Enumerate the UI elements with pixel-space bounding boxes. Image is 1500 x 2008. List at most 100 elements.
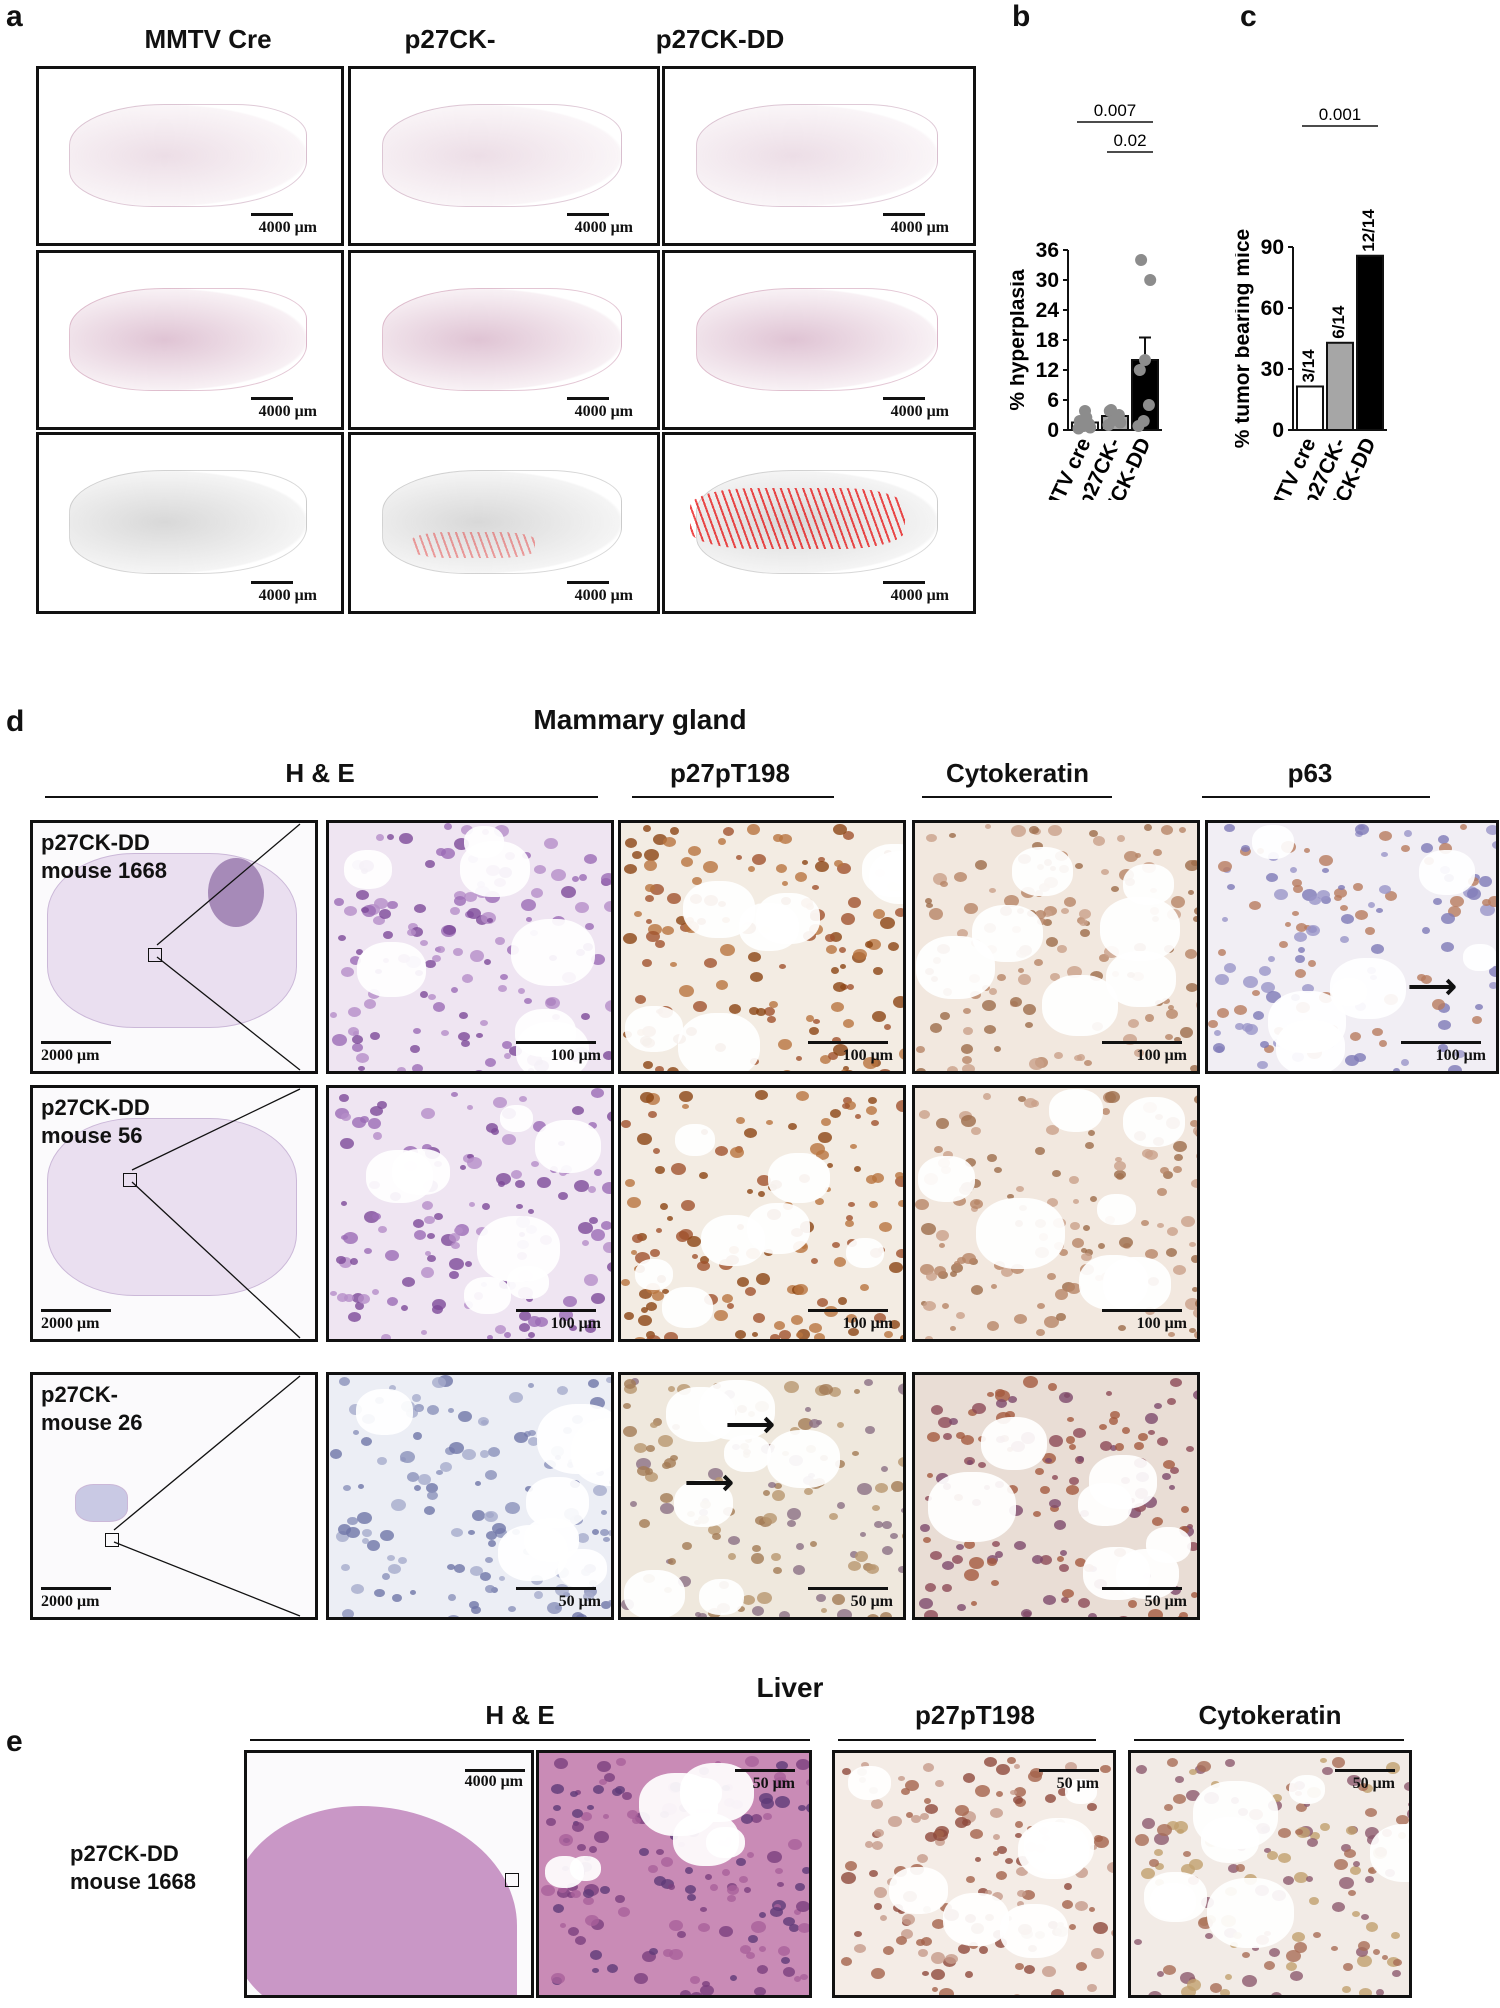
scale-bar-zoom-bar xyxy=(1102,1587,1182,1590)
y-tick-label: 30 xyxy=(1261,358,1284,381)
y-tick-label: 12 xyxy=(1036,359,1059,382)
scale-bar-zoom-text: 50 μm xyxy=(1144,1593,1187,1610)
scale-bar-4000-text: 4000 μm xyxy=(574,587,633,604)
mammary-gland-title: Mammary gland xyxy=(533,704,747,735)
panel-label-d: d xyxy=(6,705,25,738)
y-tick-label: 18 xyxy=(1036,329,1060,352)
bar-count-label: 6/14 xyxy=(1329,305,1348,339)
liver-cytokeratin-image: 50 μm xyxy=(1128,1750,1412,1998)
data-point xyxy=(1133,364,1146,376)
row3-overview-image: p27CK-mouse 26 2000 μm xyxy=(30,1372,318,1620)
scale-bar-4000: 4000 μm xyxy=(883,213,949,237)
scale-bar-liver-overview-text: 4000 μm xyxy=(464,1773,523,1790)
bar-count-label: 12/14 xyxy=(1359,209,1378,252)
scale-bar-4000-text: 4000 μm xyxy=(574,403,633,420)
scale-bar-4000-bar xyxy=(251,213,293,216)
scale-bar-overview-text: 2000 μm xyxy=(41,1593,100,1610)
scale-bar-4000: 4000 μm xyxy=(251,397,317,421)
scale-bar-4000-text: 4000 μm xyxy=(890,219,949,236)
y-axis-label: % hyperplasia xyxy=(1010,269,1029,411)
histology-texture xyxy=(915,1088,1197,1339)
mammary-tissue-image xyxy=(381,470,623,575)
histology-texture xyxy=(329,1375,611,1617)
scale-bar-zoom: 100 μm xyxy=(1102,1309,1187,1333)
histology-texture xyxy=(329,1088,611,1339)
liver-p27pt198-image: 50 μm xyxy=(832,1750,1116,1998)
scale-bar-overview-bar xyxy=(41,1041,111,1044)
whole-mount-r2-c2: 4000 μm xyxy=(348,250,660,430)
scale-bar-4000-bar xyxy=(251,397,293,400)
scale-bar-overview: 2000 μm xyxy=(41,1041,111,1065)
bar-count-label: 3/14 xyxy=(1299,349,1318,383)
data-point xyxy=(1142,399,1155,411)
zoom-region-box xyxy=(148,948,162,962)
data-point xyxy=(1084,421,1097,434)
whole-mount-r2-c3: 4000 μm xyxy=(662,250,976,430)
row1-p27pt198-image: 100 μm xyxy=(618,820,906,1074)
group-header-p63: p63 xyxy=(1287,758,1333,788)
scale-bar-4000-text: 4000 μm xyxy=(258,219,317,236)
scale-bar-liver-zoom-text: 50 μm xyxy=(1056,1775,1099,1792)
scale-bar-4000-text: 4000 μm xyxy=(258,587,317,604)
data-point xyxy=(1105,404,1118,416)
histology-texture xyxy=(539,1753,809,1995)
whole-mount-r1-c3: 4000 μm xyxy=(662,66,976,246)
whole-mount-r1-c1: 4000 μm xyxy=(36,66,344,246)
scale-bar-overview-bar xyxy=(41,1587,111,1590)
row2-overview-image: p27CK-DD mouse 56 2000 μm xyxy=(30,1085,318,1342)
scale-bar-4000-text: 4000 μm xyxy=(890,587,949,604)
bar-2 xyxy=(1356,254,1384,431)
panel-label-e: e xyxy=(6,1725,23,1758)
group-header-he: H & E xyxy=(285,758,355,788)
scale-bar-zoom: 100 μm xyxy=(808,1309,893,1333)
scale-bar-zoom: 100 μm xyxy=(516,1309,601,1333)
tissue-section xyxy=(75,1483,129,1523)
row1-p63-image: 100 μm ⟶ xyxy=(1205,820,1499,1074)
whole-mount-r3-c1: 4000 μm xyxy=(36,432,344,614)
row2-he-zoom-image: 100 μm xyxy=(326,1085,614,1342)
histology-texture xyxy=(621,1088,903,1339)
arrow-icon: ⟶ xyxy=(685,1464,734,1502)
scale-bar-4000-text: 4000 μm xyxy=(574,219,633,236)
liver-divider-p27pt198 xyxy=(838,1739,1096,1741)
row1-overview-image: p27CK-DD mouse 1668 2000 μm xyxy=(30,820,318,1074)
row2-p27pt198-image: 100 μm xyxy=(618,1085,906,1342)
y-tick-label: 24 xyxy=(1036,299,1060,322)
divider-he xyxy=(45,796,598,798)
histology-texture xyxy=(915,1375,1197,1617)
scale-bar-zoom-text: 100 μm xyxy=(1136,1315,1187,1332)
bar-1 xyxy=(1326,341,1354,432)
scale-bar-4000: 4000 μm xyxy=(883,397,949,421)
y-tick-label: 6 xyxy=(1047,389,1059,412)
scale-bar-4000: 4000 μm xyxy=(567,581,633,605)
divider-p63 xyxy=(1202,796,1430,798)
scale-bar-zoom: 50 μm xyxy=(1102,1587,1187,1611)
scale-bar-liver-zoom-bar xyxy=(735,1769,795,1772)
divider-cytokeratin xyxy=(922,796,1112,798)
scale-bar-zoom-bar xyxy=(1401,1041,1481,1044)
divider-p27pt198 xyxy=(632,796,834,798)
liver-he-zoom-image: 50 μm xyxy=(536,1750,812,1998)
liver-divider-he xyxy=(250,1739,810,1741)
scale-bar-zoom-bar xyxy=(808,1309,888,1312)
scale-bar-liver-zoom-text: 50 μm xyxy=(752,1775,795,1792)
liver-group-cytokeratin: Cytokeratin xyxy=(1198,1700,1342,1730)
y-tick-label: 30 xyxy=(1036,269,1059,292)
histology-texture xyxy=(1208,823,1496,1071)
panel-label-c: c xyxy=(1240,0,1257,33)
scale-bar-zoom-bar xyxy=(808,1041,888,1044)
histology-texture xyxy=(915,823,1197,1071)
tumor-nodule xyxy=(207,857,265,928)
scale-bar-zoom-text: 100 μm xyxy=(1435,1047,1486,1064)
histology-texture xyxy=(835,1753,1113,1995)
scale-bar-zoom-text: 50 μm xyxy=(850,1593,893,1610)
p-value-label: 0.001 xyxy=(1319,105,1362,124)
scale-bar-liver-zoom: 50 μm xyxy=(1335,1769,1395,1793)
data-point xyxy=(1137,415,1150,427)
histology-texture xyxy=(621,1375,903,1617)
scale-bar-zoom-text: 50 μm xyxy=(558,1593,601,1610)
zoom-region-box xyxy=(123,1173,137,1187)
scale-bar-4000-bar xyxy=(883,397,925,400)
red-highlight-ducts xyxy=(689,487,906,550)
whole-mount-r1-c2: 4000 μm xyxy=(348,66,660,246)
